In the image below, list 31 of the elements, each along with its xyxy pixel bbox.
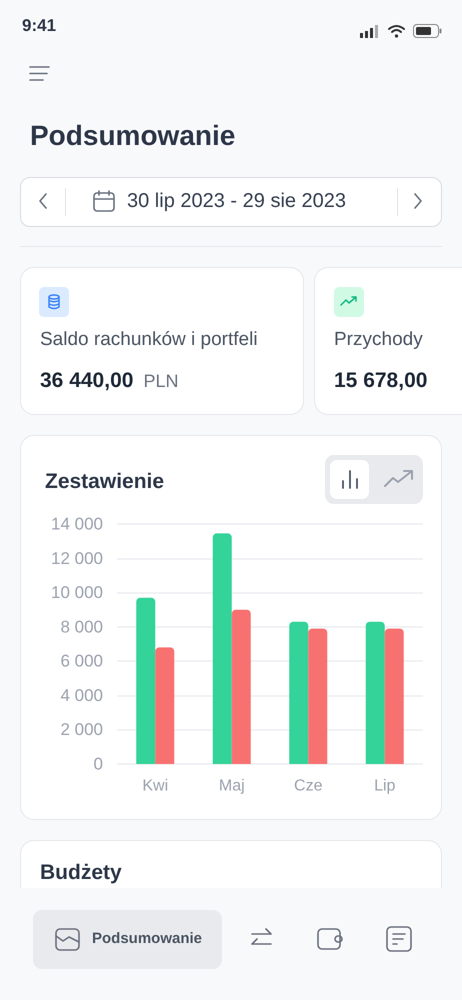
- x-tick-label: Maj: [218, 778, 245, 794]
- y-tick-label: 8 000: [60, 617, 103, 636]
- y-tick-label: 12 000: [51, 548, 103, 568]
- bar: [384, 628, 404, 764]
- y-tick-label: 4 000: [60, 686, 103, 705]
- chart-title: Zestawienie: [45, 470, 164, 493]
- bar: [212, 533, 232, 764]
- text: Saldo rachunków i portfeli: [40, 329, 258, 351]
- text: 9:41: [22, 16, 56, 36]
- bar: [136, 598, 156, 764]
- text: Podsumowanie: [92, 930, 202, 947]
- y-tick-label: 6 000: [60, 652, 103, 671]
- text: 15 678,00: [334, 369, 428, 393]
- bar: [366, 622, 385, 764]
- x-tick-label: Cze: [294, 778, 323, 794]
- text: 36 440,00: [40, 369, 134, 392]
- text: PLN: [143, 371, 178, 391]
- text: Budżety: [40, 861, 122, 885]
- bar: [155, 647, 174, 764]
- text: Podsumowanie: [30, 120, 236, 152]
- y-tick-label: 10 000: [51, 583, 103, 602]
- y-tick-label: 0: [94, 754, 103, 774]
- y-tick-label: 2 000: [60, 720, 103, 740]
- x-tick-label: Kwi: [142, 778, 168, 794]
- bar: [308, 628, 328, 764]
- x-tick-label: Lip: [374, 778, 396, 794]
- y-tick-label: 14 000: [51, 514, 103, 534]
- text: Przychody: [334, 329, 423, 351]
- bar: [289, 622, 308, 764]
- bar: [232, 610, 251, 764]
- text: 30 lip 2023 - 29 sie 2023: [127, 190, 346, 213]
